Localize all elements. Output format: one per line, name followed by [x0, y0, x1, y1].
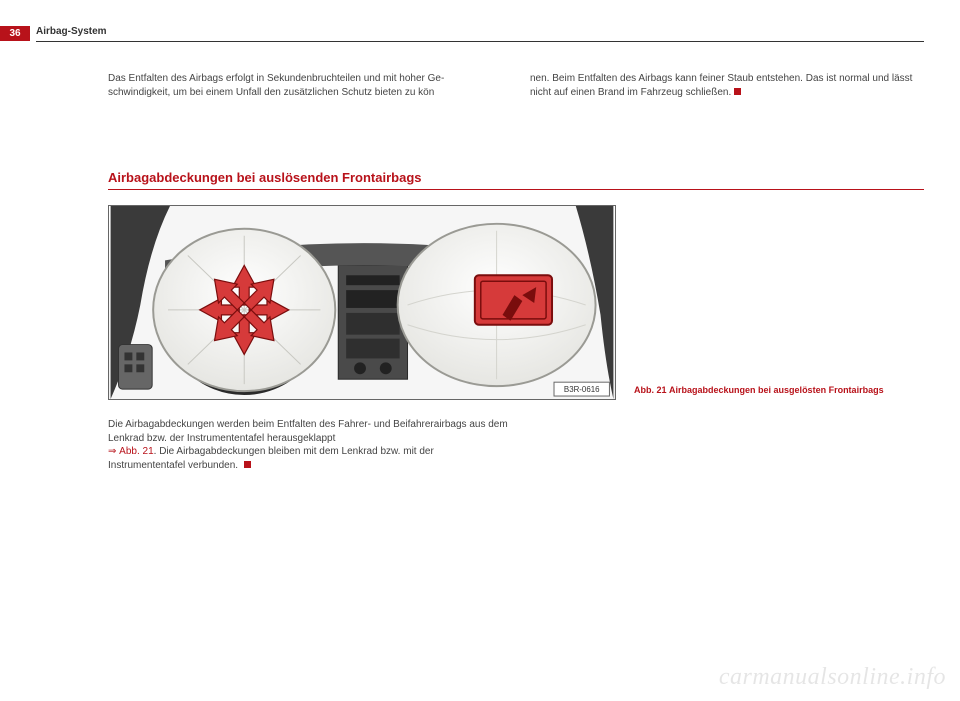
- section-heading: Airbagabdeckungen bei auslösenden Fronta…: [108, 170, 924, 190]
- figure-ref-label: Abb. 21: [634, 385, 667, 395]
- foot-text-1: Die Airbagabdeckungen werden beim Entfal…: [108, 419, 508, 444]
- running-header: Airbag-System: [36, 26, 924, 37]
- section-end-marker-icon: [734, 88, 741, 95]
- page-number-tab: 36: [0, 26, 30, 41]
- airbag-illustration: B3R-0616: [108, 205, 616, 400]
- figure-block: B3R-0616 Abb. 21 Airbagabdeckungen bei a…: [108, 205, 904, 400]
- foot-text-2: . Die Airbagabdeckungen bleiben mit dem …: [108, 446, 434, 471]
- figure-caption: Abb. 21 Airbagabdeckungen bei ausgelöste…: [634, 385, 904, 400]
- section-title: Airbagabdeckungen bei auslösenden Fronta…: [108, 170, 924, 189]
- manual-page: 36 Airbag-System Das Entfalten des Airba…: [0, 0, 960, 701]
- header-rule: [36, 41, 924, 42]
- section-rule: [108, 189, 924, 190]
- figure-caption-text: Airbagabdeckungen bei ausgelösten Fronta…: [669, 385, 884, 395]
- figure-cross-reference: ⇒ Abb. 21: [108, 446, 154, 457]
- intro-column-left: Das Entfalten des Airbags erfolgt in Sek…: [108, 72, 502, 99]
- watermark-text: carmanualsonline.info: [719, 664, 946, 691]
- intro-paragraph: Das Entfalten des Airbags erfolgt in Sek…: [108, 72, 924, 99]
- figure-code-label: B3R-0616: [564, 385, 600, 394]
- intro-right-text: nen. Beim Entfalten des Airbags kann fei…: [530, 73, 912, 98]
- intro-column-right: nen. Beim Entfalten des Airbags kann fei…: [530, 72, 924, 99]
- section-end-marker-icon: [244, 461, 251, 468]
- caption-paragraph: Die Airbagabdeckungen werden beim Entfal…: [108, 418, 508, 472]
